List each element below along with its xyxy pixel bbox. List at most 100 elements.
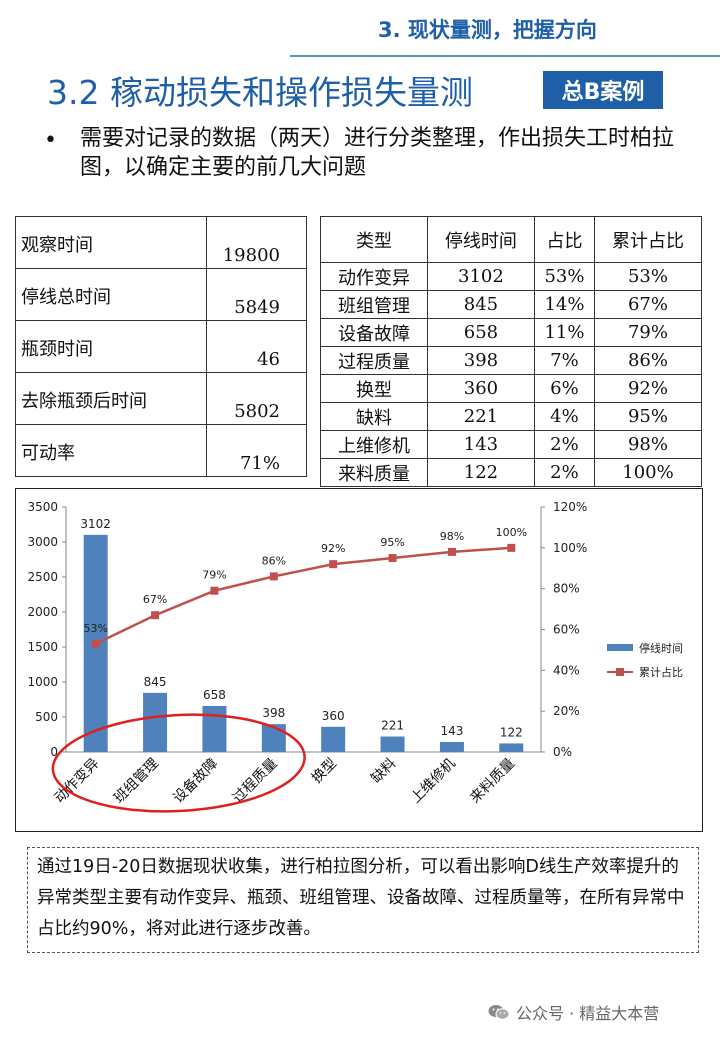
y2-tick-label: 20% — [553, 704, 580, 718]
loss-table-cell: 143 — [426, 430, 535, 459]
header-divider — [290, 55, 720, 57]
observation-row: 可动率 71% — [15, 424, 307, 477]
loss-table-cell: 92% — [594, 374, 702, 403]
cumulative-line — [95, 546, 512, 645]
line-value-label: 86% — [262, 554, 286, 567]
loss-table-row: 缺料 221 4% 95% — [320, 402, 702, 431]
highlight-ellipse — [51, 713, 306, 813]
loss-table-header: 停线时间 — [426, 216, 535, 263]
loss-table-cell: 221 — [426, 402, 535, 431]
loss-table-cell: 53% — [533, 262, 596, 291]
loss-table-cell: 设备故障 — [320, 318, 428, 347]
line-value-label: 95% — [380, 536, 404, 549]
loss-table-row: 设备故障 658 11% 79% — [320, 318, 702, 347]
case-badge: 总B案例 — [543, 71, 663, 109]
line-point-7 — [507, 543, 516, 552]
loss-table-row: 来料质量 122 2% 100% — [320, 458, 702, 487]
loss-table-cell: 上维修机 — [320, 430, 428, 459]
bar-2 — [202, 705, 227, 752]
bar-value-label: 658 — [203, 688, 226, 702]
summary-note-box — [27, 847, 699, 953]
loss-table-cell: 动作变异 — [320, 262, 428, 291]
x-category-label: 上维修机 — [408, 756, 459, 807]
loss-table-row: 上维修机 143 2% 98% — [320, 430, 702, 459]
loss-table-cell: 79% — [594, 318, 702, 347]
wechat-icon — [488, 1005, 510, 1020]
observation-row: 观察时间 19800 — [15, 216, 307, 269]
loss-table-cell: 122 — [426, 458, 535, 487]
observation-table: 观察时间 19800 停线总时间 5849 瓶颈时间 46 去除瓶颈后时间 5802 可动率 71… — [15, 216, 307, 477]
legend-bar-swatch — [607, 644, 633, 651]
observation-row: 去除瓶颈后时间 5802 — [15, 372, 307, 425]
loss-table-cell: 86% — [594, 346, 702, 375]
line-value-label: 92% — [321, 542, 345, 555]
loss-table-cell: 换型 — [320, 374, 428, 403]
loss-table-header: 占比 — [533, 216, 596, 263]
loss-table-cell: 98% — [594, 430, 702, 459]
loss-table-cell: 360 — [426, 374, 535, 403]
observation-row: 停线总时间 5849 — [15, 268, 307, 321]
loss-table-header: 类型 — [320, 216, 428, 263]
loss-table-cell: 845 — [426, 290, 535, 319]
bar-7 — [499, 743, 524, 752]
loss-table-row: 动作变异 3102 53% 53% — [320, 262, 702, 291]
bar-value-label: 360 — [322, 709, 345, 723]
y-tick-label: 1500 — [27, 640, 58, 654]
loss-table-cell: 11% — [533, 318, 596, 347]
bar-3 — [261, 724, 286, 752]
loss-table-cell: 398 — [426, 346, 535, 375]
x-category-label: 动作变异 — [52, 756, 103, 807]
bar-value-label: 221 — [381, 719, 404, 733]
bar-6 — [439, 741, 464, 752]
line-point-4 — [329, 560, 338, 569]
pareto-chart-svg: 0 500 1000 1500 2000 2500 3000 3500 0% 20% 40% 60% 8… — [27, 500, 683, 813]
observation-value: 5849 — [206, 268, 307, 321]
line-value-label: 100% — [496, 526, 527, 539]
legend-line-label: 累计占比 — [639, 665, 683, 679]
y-tick-label: 0 — [50, 745, 58, 759]
observation-label: 可动率 — [15, 424, 207, 477]
loss-table-header: 累计占比 — [594, 216, 702, 263]
observation-value: 46 — [206, 320, 307, 373]
y-tick-label: 500 — [35, 710, 58, 724]
loss-table-cell: 95% — [594, 402, 702, 431]
loss-table-cell: 658 — [426, 318, 535, 347]
watermark-text: 公众号 · 精益大本营 — [516, 1004, 660, 1023]
line-value-label: 79% — [202, 569, 226, 582]
observation-value: 5802 — [206, 372, 307, 425]
bar-value-label: 143 — [440, 724, 463, 738]
loss-table-cell: 6% — [533, 374, 596, 403]
line-value-label: 98% — [440, 530, 464, 543]
y-tick-label: 1000 — [27, 675, 58, 689]
line-value-label: 67% — [143, 593, 167, 606]
loss-table-cell: 53% — [594, 262, 702, 291]
x-category-label: 缺料 — [368, 756, 399, 787]
x-category-label: 设备故障 — [170, 755, 222, 807]
loss-table-cell: 2% — [533, 430, 596, 459]
legend-line-marker — [616, 668, 624, 676]
line-point-6 — [447, 547, 456, 556]
bar-value-label: 398 — [262, 706, 285, 720]
y2-tick-label: 40% — [553, 663, 580, 677]
loss-table-cell: 14% — [533, 290, 596, 319]
observation-value: 19800 — [206, 216, 307, 269]
line-value-label: 53% — [83, 622, 107, 635]
x-category-label: 来料质量 — [467, 756, 518, 807]
loss-table-cell: 4% — [533, 402, 596, 431]
bar-5 — [380, 736, 405, 752]
x-category-label: 班组管理 — [111, 756, 162, 807]
bar-value-label: 845 — [144, 675, 167, 689]
y-tick-label: 3500 — [27, 500, 58, 514]
line-point-2 — [210, 586, 219, 595]
pareto-chart: 0 500 1000 1500 2000 2500 3000 3500 0% 20% 40% 60% 8… — [15, 488, 703, 832]
y2-tick-label: 120% — [553, 500, 587, 514]
observation-label: 瓶颈时间 — [15, 320, 207, 373]
observation-label: 观察时间 — [15, 216, 207, 269]
watermark: 公众号 · 精益大本营 — [488, 1000, 659, 1024]
section-header: 3. 现状量测，把握方向 — [378, 18, 597, 42]
line-point-5 — [388, 554, 397, 563]
x-category-label: 换型 — [308, 755, 340, 787]
observation-value: 71% — [206, 424, 307, 477]
loss-table-cell: 班组管理 — [320, 290, 428, 319]
legend-bar-label: 停线时间 — [639, 641, 683, 655]
